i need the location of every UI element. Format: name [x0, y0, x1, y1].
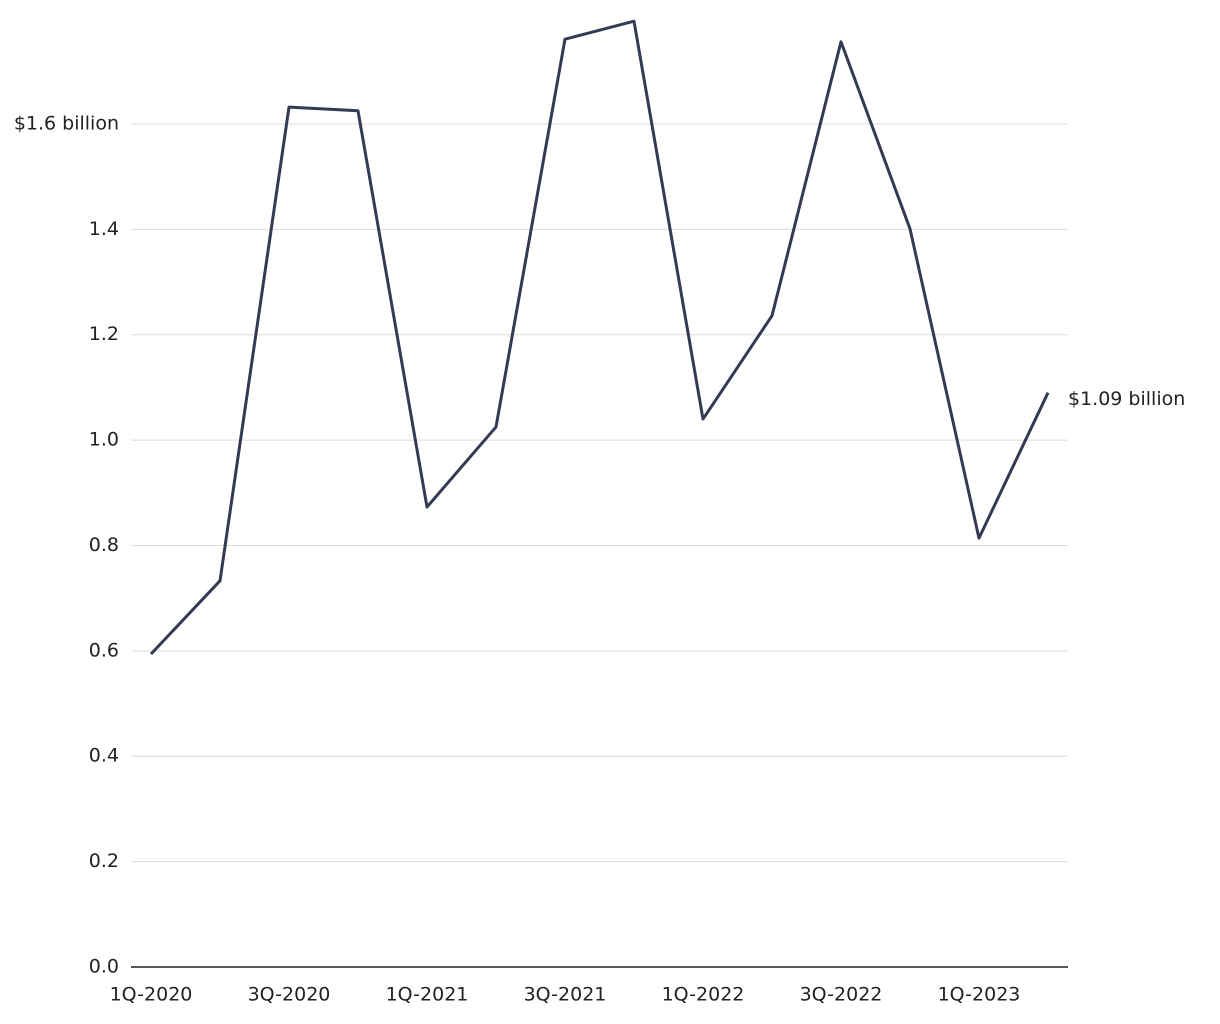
- x-tick-label: 1Q-2021: [386, 984, 469, 1006]
- y-tick-label: 0.8: [89, 534, 119, 556]
- y-tick-label: 0.2: [89, 850, 119, 872]
- x-tick-label: 1Q-2023: [938, 984, 1021, 1006]
- y-tick-label: 0.4: [89, 745, 119, 767]
- x-tick-label: 1Q-2020: [110, 984, 193, 1006]
- line: [149, 19, 1050, 656]
- y-tick-label: 0.0: [89, 956, 119, 978]
- value-label: $1.09 billion: [1068, 388, 1185, 410]
- x-tick-label: 1Q-2022: [662, 984, 745, 1006]
- x-tick-label: 3Q-2020: [248, 984, 331, 1006]
- y-tick-label: 1.0: [89, 429, 119, 451]
- y-tick-label: $1.6 billion: [14, 112, 119, 134]
- y-tick-label: 0.6: [89, 639, 119, 661]
- y-tick-label: 1.2: [89, 323, 119, 345]
- y-tick-label: 1.4: [89, 218, 119, 240]
- x-tick-label: 3Q-2022: [800, 984, 883, 1006]
- x-tick-label: 3Q-2021: [524, 984, 607, 1006]
